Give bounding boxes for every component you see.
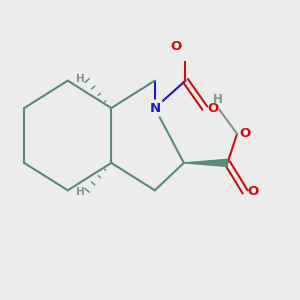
Text: O: O [248, 185, 259, 198]
Text: H: H [76, 74, 85, 84]
Text: N: N [149, 102, 161, 115]
Text: H: H [213, 93, 223, 106]
Text: O: O [207, 102, 219, 115]
Text: O: O [240, 128, 251, 140]
Text: O: O [170, 40, 182, 53]
Text: H: H [76, 187, 85, 197]
Polygon shape [184, 159, 227, 167]
